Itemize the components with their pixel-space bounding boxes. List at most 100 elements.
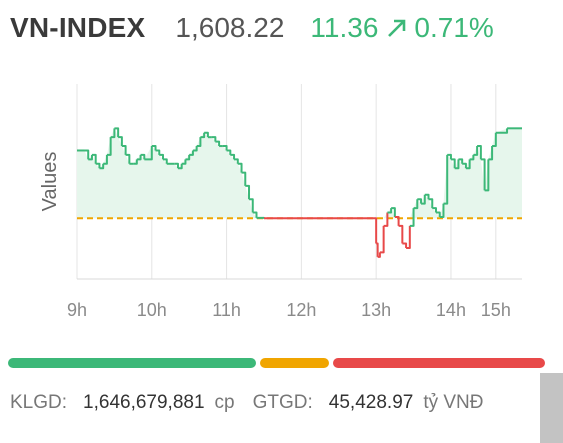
x-tick-label: 9h [67, 300, 87, 320]
price-line-segment [465, 159, 471, 170]
price-line-segment [140, 153, 146, 160]
price-line-segment [144, 146, 153, 161]
price-area [77, 128, 522, 219]
price-line-segment [383, 212, 389, 227]
price-line-segment [379, 225, 385, 254]
price-line-segment [110, 128, 116, 139]
price-line-segment [204, 131, 209, 138]
price-line-segment [458, 158, 464, 164]
x-tick-label: 11h [212, 300, 241, 320]
price-line-segment [151, 145, 157, 151]
price-line-segment [391, 207, 396, 217]
price-line-segment [196, 137, 202, 148]
price-line-segment [394, 215, 400, 226]
arrow-up-right-icon [388, 19, 406, 37]
price-line-segment [177, 163, 183, 170]
breadth-segment [260, 358, 329, 368]
price-line-segment [376, 242, 379, 257]
price-line-segment [469, 154, 475, 161]
price-line-segment [413, 199, 419, 210]
price-line-segment [222, 145, 228, 151]
breadth-segment [8, 358, 257, 368]
price-line-segment [118, 136, 123, 147]
price-line-segment [443, 154, 449, 205]
price-line-segment [495, 128, 509, 134]
market-breadth-bar [8, 358, 545, 368]
price-line-segment [237, 162, 243, 173]
price-line-segment [241, 171, 247, 186]
breadth-segment [332, 358, 545, 368]
price-line-segment [189, 150, 194, 156]
price-line-segment [488, 146, 494, 161]
price-line-segment [450, 158, 456, 169]
gtgd-unit: tỷ VNĐ [423, 392, 484, 413]
index-name: VN-INDEX [10, 12, 146, 43]
price-line-segment [234, 158, 239, 164]
price-line-segment [387, 208, 393, 214]
x-tick-label: 15h [481, 300, 511, 320]
price-line-segment [249, 198, 254, 213]
price-line-segment [417, 198, 423, 204]
scrollbar-thumb[interactable] [540, 373, 563, 443]
price-line-segment [185, 154, 191, 161]
price-line-segment [462, 162, 467, 169]
gtgd-value: 45,428.97 [328, 392, 414, 413]
y-axis-label: Values [39, 152, 61, 212]
price-line-segment [200, 132, 206, 139]
index-percent-change: 0.71% [414, 12, 494, 43]
price-line-segment [91, 153, 97, 164]
price-line-segment [106, 137, 112, 156]
price-line-segment [480, 158, 486, 191]
price-line-segment [88, 154, 93, 161]
index-value: 1,608.22 [175, 12, 285, 43]
klgd-unit: cp [214, 392, 235, 413]
price-line-segment [230, 153, 236, 160]
price-line-segment [435, 211, 441, 217]
price-line-segment [133, 159, 138, 165]
intraday-chart: 9h 10h 11h 12h 13h 14h 15h Values [39, 84, 522, 320]
price-line-segment [398, 224, 404, 244]
price-line-segment [95, 162, 101, 169]
price-line-segment [192, 146, 198, 152]
price-line-segment [136, 154, 142, 161]
price-line-segment [424, 193, 430, 200]
price-line-segment [159, 153, 165, 160]
price-line-segment [84, 149, 90, 160]
price-line-segment [121, 145, 127, 155]
price-line-segment [377, 252, 381, 258]
price-line-segment [484, 159, 490, 192]
x-tick-label: 12h [286, 300, 316, 320]
price-line-segment [372, 217, 378, 244]
price-line-segment [103, 154, 108, 165]
klgd-label: KLGD: [10, 392, 68, 413]
price-line-segment [428, 198, 434, 209]
price-line-segment [421, 194, 426, 205]
price-line-segment [252, 211, 258, 218]
price-line-segment [492, 132, 497, 148]
price-line-segment [432, 207, 437, 213]
price-line-segment [99, 163, 105, 170]
price-line-segment [215, 140, 221, 147]
price-line-segment [226, 149, 232, 155]
price-line-segment [245, 184, 251, 200]
price-line-segment [163, 158, 168, 164]
price-line-segment [174, 162, 179, 169]
price-line-segment [454, 159, 460, 170]
price-line-segment [473, 146, 479, 156]
trade-summary: KLGD: 1,646,679,881 cp GTGD: 45,428.97 t… [10, 392, 484, 414]
price-line-segment [409, 208, 415, 227]
gtgd-label: GTGD: [252, 392, 313, 413]
price-line-segment [439, 203, 445, 218]
price-line-segment [477, 145, 482, 160]
price-line-segment [447, 153, 452, 160]
klgd-value: 1,646,679,881 [83, 392, 205, 413]
x-tick-label: 14h [436, 300, 466, 320]
price-line-segment [114, 127, 120, 138]
price-line-segment [181, 159, 187, 165]
x-tick-label: 10h [137, 300, 167, 320]
price-line-segment [406, 225, 411, 249]
price-line-segment [211, 136, 217, 142]
price-line-segment [402, 242, 408, 248]
price-line-segment [125, 153, 131, 164]
index-change: 11.36 [310, 12, 379, 43]
